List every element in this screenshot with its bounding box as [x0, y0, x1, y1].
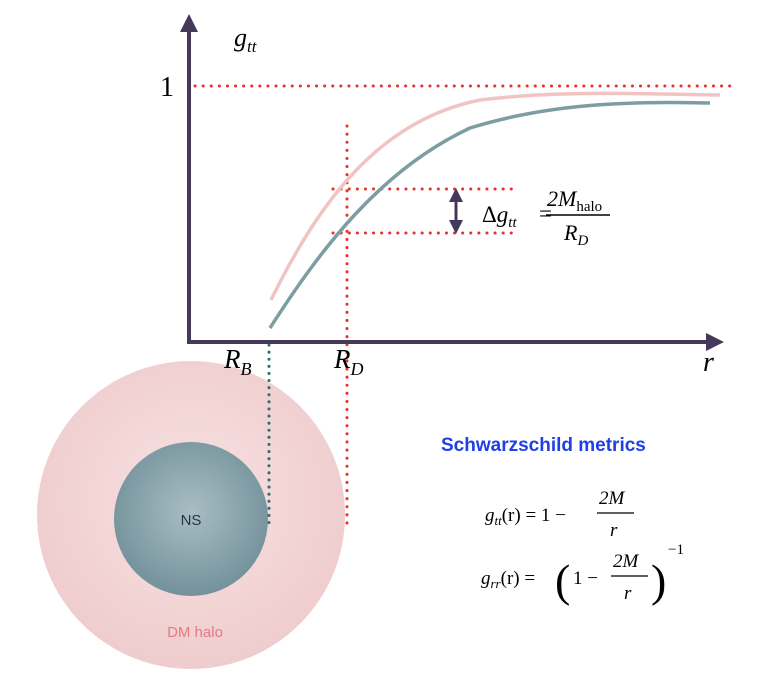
rb-label: RB	[223, 344, 252, 379]
x-axis-label: r	[703, 347, 714, 378]
halo-metric-curve	[269, 91, 721, 301]
svg-text:2M: 2M	[613, 551, 640, 572]
gtt-equation: gtt(r) = 1 − 2M r	[485, 488, 634, 541]
svg-text:): )	[651, 555, 666, 606]
ns-label: NS	[181, 512, 202, 529]
delta-gtt-arrowhead-up	[449, 188, 463, 202]
rd-label: RD	[333, 344, 364, 379]
delta-gtt-equation: Δgtt = 2Mhalo RD	[482, 186, 610, 249]
svg-text:RD: RD	[563, 220, 588, 249]
y-axis-label: gtt	[234, 23, 258, 56]
svg-text:1 −: 1 −	[573, 568, 598, 589]
svg-text:=: =	[539, 201, 552, 226]
neutron-star-circle	[114, 442, 268, 596]
svg-text:2Mhalo: 2Mhalo	[547, 186, 602, 215]
svg-text:(: (	[555, 555, 570, 606]
y-tick-one-label: 1	[160, 72, 174, 103]
x-axis-arrowhead	[706, 333, 724, 351]
grr-equation: grr(r) = ( 1 − 2M r ) −1	[481, 542, 684, 606]
ns-metric-curve	[268, 100, 711, 329]
svg-text:2M: 2M	[599, 488, 626, 509]
svg-text:r: r	[624, 583, 632, 604]
svg-text:r: r	[610, 520, 618, 541]
metrics-title: Schwarzschild metrics	[441, 435, 646, 456]
y-axis-arrowhead	[180, 14, 198, 32]
svg-text:−1: −1	[668, 542, 684, 558]
svg-text:Δgtt: Δgtt	[482, 202, 517, 231]
delta-gtt-arrowhead-down	[449, 220, 463, 234]
dm-halo-label: DM halo	[167, 624, 223, 641]
svg-text:grr(r) =: grr(r) =	[481, 568, 535, 591]
svg-text:gtt(r) = 1 −: gtt(r) = 1 −	[485, 505, 566, 528]
